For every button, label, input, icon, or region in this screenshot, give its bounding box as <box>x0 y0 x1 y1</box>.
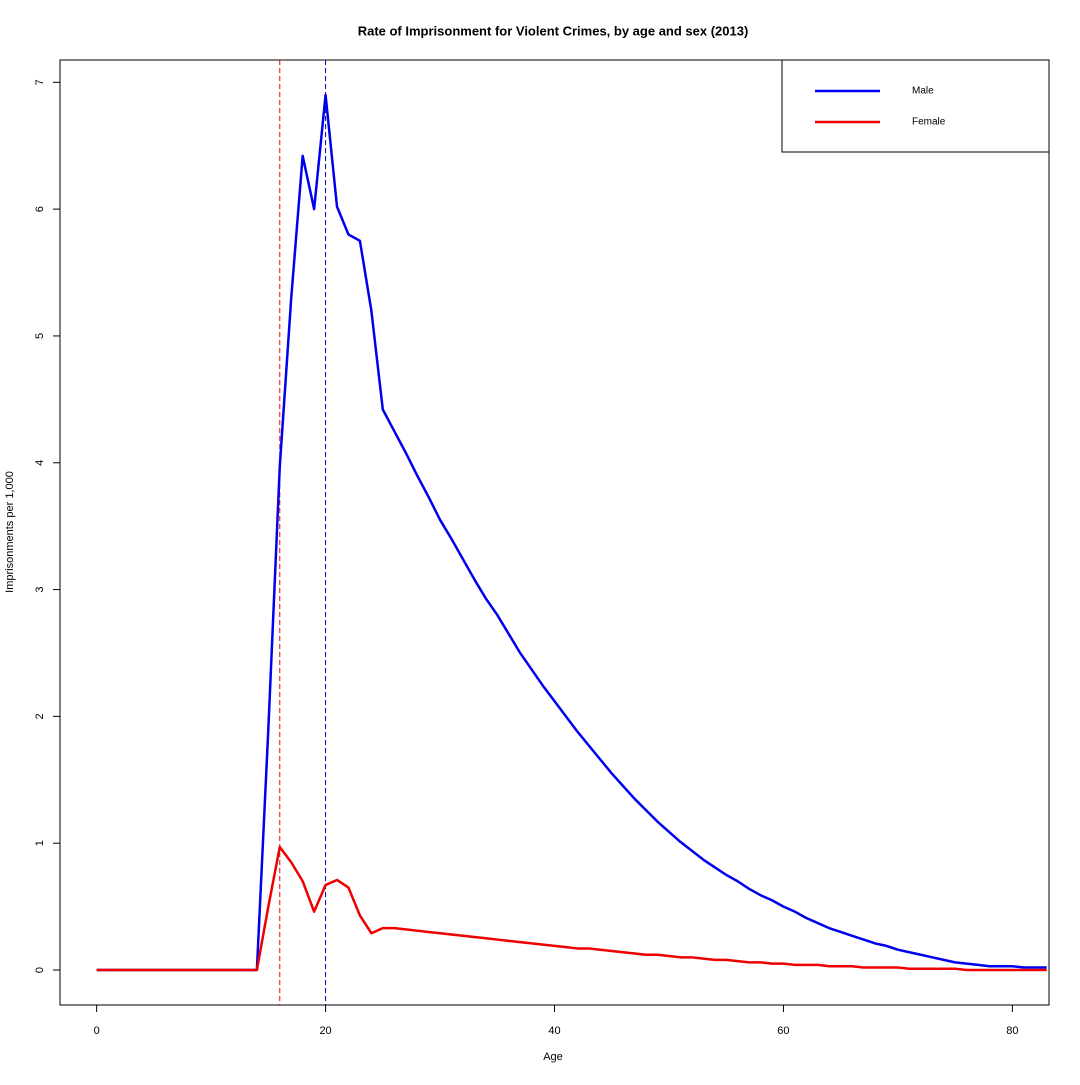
x-tick-label: 20 <box>319 1025 331 1037</box>
y-axis-label: Imprisonments per 1,000 <box>4 471 16 593</box>
y-tick-label: 6 <box>34 206 46 212</box>
x-axis-label: Age <box>543 1051 563 1063</box>
legend-label: Male <box>912 86 934 97</box>
legend-label: Female <box>912 117 946 128</box>
y-tick-label: 5 <box>34 333 46 339</box>
chart-title: Rate of Imprisonment for Violent Crimes,… <box>358 23 749 38</box>
line-series <box>96 845 1047 972</box>
x-tick-label: 40 <box>548 1025 560 1037</box>
y-tick-label: 0 <box>34 967 46 973</box>
legend-box <box>781 59 1050 153</box>
y-tick-label: 3 <box>34 587 46 593</box>
x-tick-label: 80 <box>1006 1025 1018 1037</box>
line-series <box>96 93 1047 972</box>
y-tick-label: 4 <box>34 460 46 466</box>
y-tick-label: 1 <box>34 840 46 846</box>
x-tick-label: 60 <box>777 1025 789 1037</box>
plot-frame <box>59 59 1050 1006</box>
x-tick-label: 0 <box>94 1025 100 1037</box>
y-tick-label: 7 <box>34 79 46 85</box>
y-tick-label: 2 <box>34 713 46 719</box>
